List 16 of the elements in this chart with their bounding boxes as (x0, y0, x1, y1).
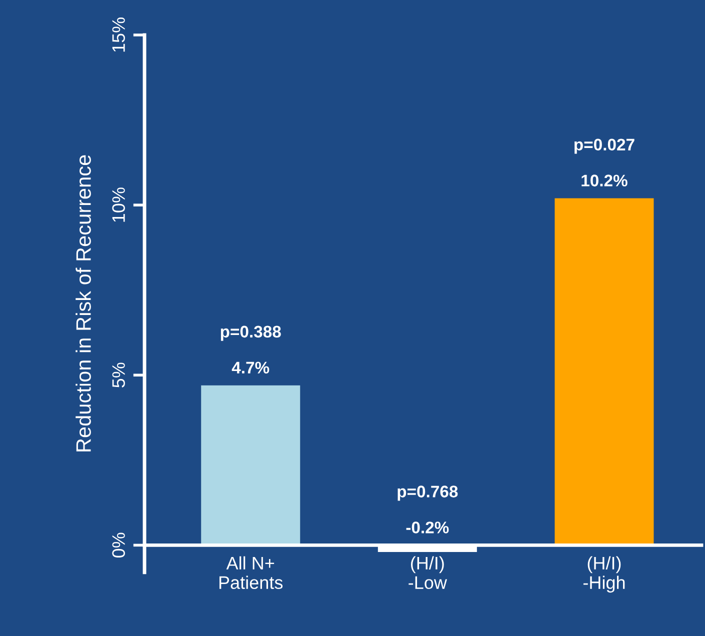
x-tick-label: (H/I) -High (583, 556, 625, 593)
y-tick-label: 5% (112, 362, 125, 388)
y-tick-label: 0% (112, 532, 125, 558)
annotation: p=0.388 (220, 326, 281, 341)
data-label: -0.2% (406, 522, 449, 534)
x-tick-label: All N+ Patients (219, 556, 283, 590)
annotation: p=0.768 (398, 486, 458, 501)
x-tick-label: (H/I) -Low (408, 556, 448, 590)
y-axis-title: Reduction in Risk of Recurrence (76, 155, 91, 452)
y-tick-label: 10% (112, 188, 125, 222)
y-tick-label: 15% (112, 18, 125, 52)
bar (554, 198, 654, 546)
data-label: 10.2% (582, 174, 628, 186)
bar (201, 385, 300, 546)
annotation: p=0.027 (574, 138, 634, 154)
data-label: 4.7% (232, 362, 270, 374)
